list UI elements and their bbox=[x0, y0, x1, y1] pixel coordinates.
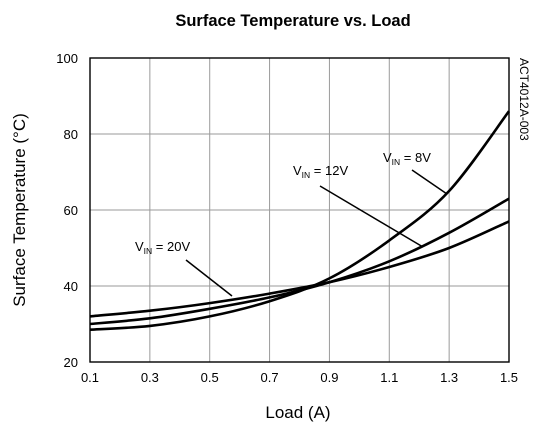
annotation-label-1: VIN = 8V bbox=[383, 150, 431, 167]
x-tick-label: 0.7 bbox=[261, 370, 279, 385]
y-tick-labels: 20 40 60 80 100 bbox=[56, 51, 78, 370]
y-axis-label: Surface Temperature (°C) bbox=[10, 113, 29, 307]
y-tick-label: 20 bbox=[64, 355, 78, 370]
chart-title: Surface Temperature vs. Load bbox=[175, 12, 410, 30]
x-tick-labels: 0.1 0.3 0.5 0.7 0.9 1.1 1.3 1.5 bbox=[81, 370, 518, 385]
series-line-3 bbox=[89, 220, 510, 318]
y-tick-label: 80 bbox=[64, 127, 78, 142]
annotation-label-2: VIN = 12V bbox=[293, 163, 348, 180]
annotation-leader-2 bbox=[319, 185, 424, 248]
x-tick-label: 1.3 bbox=[440, 370, 458, 385]
annotations: VIN = 8V VIN = 12V VIN = 20V bbox=[135, 150, 448, 297]
annotation-leader-3 bbox=[185, 259, 233, 297]
x-tick-label: 0.3 bbox=[141, 370, 159, 385]
y-tick-label: 60 bbox=[64, 203, 78, 218]
plot-frame bbox=[89, 57, 510, 363]
y-tick-label: 40 bbox=[64, 279, 78, 294]
y-tick-label: 100 bbox=[56, 51, 78, 66]
x-tick-label: 1.1 bbox=[380, 370, 398, 385]
annotation-label-3: VIN = 20V bbox=[135, 239, 190, 256]
x-axis-label: Load (A) bbox=[265, 403, 330, 422]
x-tick-label: 0.9 bbox=[320, 370, 338, 385]
x-tick-label: 0.1 bbox=[81, 370, 99, 385]
grid bbox=[89, 57, 510, 363]
side-label: ACT4012A-003 bbox=[517, 58, 531, 141]
x-tick-label: 1.5 bbox=[500, 370, 518, 385]
series-line-1 bbox=[89, 110, 511, 331]
series-lines bbox=[89, 110, 511, 331]
series-line-2 bbox=[89, 197, 510, 326]
annotation-leader-1 bbox=[411, 169, 448, 195]
x-tick-label: 0.5 bbox=[201, 370, 219, 385]
